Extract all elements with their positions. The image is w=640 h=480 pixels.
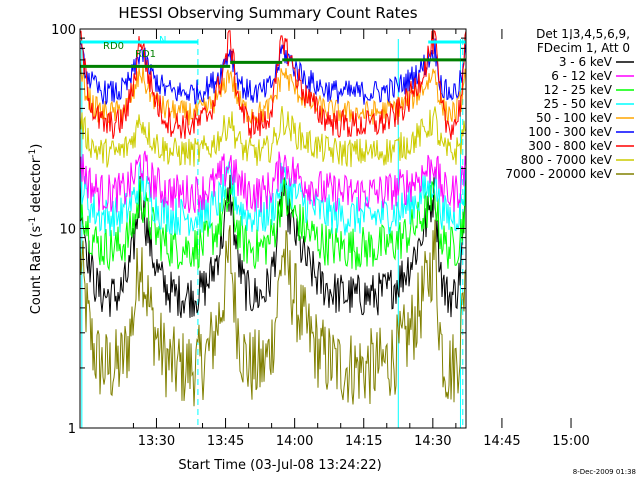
legend-label: 100 - 300 keV <box>528 125 612 139</box>
series-line-3 <box>79 174 467 272</box>
legend-label: 800 - 7000 keV <box>521 153 613 167</box>
legend-label: 12 - 25 keV <box>544 83 613 97</box>
chart-title: HESSI Observing Summary Count Rates <box>118 4 417 22</box>
x-tick-label: 14:30 <box>414 434 451 449</box>
series-line-8 <box>79 106 467 168</box>
x-axis: 13:30 13:45 14:00 14:15 14:30 14:45 15:00 <box>132 29 590 449</box>
y-axis: 1 10 100 <box>51 23 466 437</box>
x-axis-label: Start Time (03-Jul-08 13:24:22) <box>178 458 381 473</box>
legend-label: 3 - 6 keV <box>559 55 613 69</box>
x-tick-label: 15:00 <box>552 434 589 449</box>
legend-label: 25 - 50 keV <box>544 97 613 111</box>
legend: Det 1,3,4,5,6,9, FDecim 1, Att 0 3 - 6 k… <box>505 27 634 181</box>
legend-label: 50 - 100 keV <box>536 111 613 125</box>
y-tick-label: 10 <box>59 223 76 238</box>
series-line-9 <box>79 219 467 407</box>
series-line-7 <box>79 29 467 140</box>
timestamp: 8-Dec-2009 01:38 <box>573 468 636 476</box>
flag-label-rd1: RD1 <box>135 49 156 60</box>
legend-header-2: FDecim 1, Att 0 <box>537 41 630 55</box>
y-tick-label: 1 <box>68 422 76 437</box>
y-tick-label: 100 <box>51 23 76 38</box>
flag-label-n: N <box>159 35 166 46</box>
x-tick-label: 13:30 <box>138 434 175 449</box>
flag-label-rd0: RD0 <box>103 41 124 52</box>
x-tick-label: 14:15 <box>345 434 382 449</box>
legend-label: 6 - 12 keV <box>551 69 613 83</box>
series-line-2 <box>79 150 467 214</box>
x-tick-label: 14:45 <box>483 434 520 449</box>
x-tick-label: 14:00 <box>276 434 313 449</box>
legend-header-1: Det 1,3,4,5,6,9, <box>536 27 630 41</box>
series-line-4 <box>79 161 467 237</box>
x-tick-label: 13:45 <box>207 434 244 449</box>
legend-label: 300 - 800 keV <box>528 139 612 153</box>
legend-label: 7000 - 20000 keV <box>505 167 612 181</box>
y-axis-label: Count Rate (s-1 detector-1) <box>28 144 44 315</box>
